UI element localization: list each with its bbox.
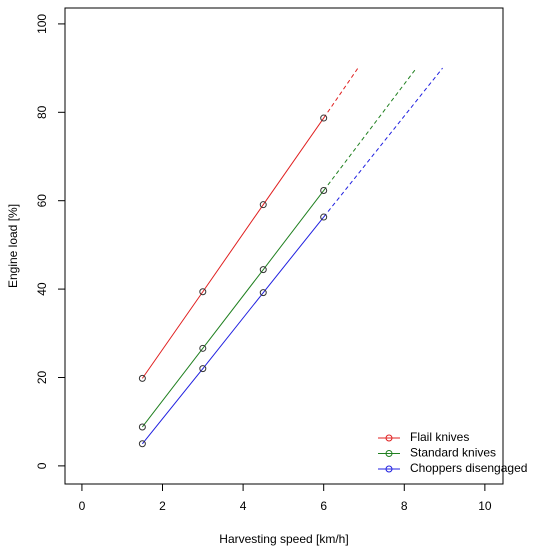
legend-marker	[385, 434, 393, 442]
data-point	[320, 114, 328, 122]
series-line	[141, 117, 325, 379]
extrapolation-line	[323, 67, 443, 218]
data-point	[259, 266, 267, 274]
extrapolation-line	[323, 67, 417, 191]
legend-label: Flail knives	[410, 430, 469, 444]
x-tick-label: 0	[79, 499, 86, 513]
data-point	[259, 289, 267, 297]
y-tick-label: 80	[35, 105, 49, 119]
y-tick-label: 60	[35, 194, 49, 208]
y-tick-label: 0	[35, 462, 49, 469]
data-point	[199, 288, 207, 296]
legend-marker	[385, 465, 393, 473]
data-point	[138, 423, 146, 431]
y-tick-label: 40	[35, 282, 49, 296]
data-point	[138, 374, 146, 382]
x-tick-label: 10	[478, 499, 492, 513]
plot-box	[64, 7, 504, 485]
series-line	[141, 216, 325, 445]
y-tick-label: 20	[35, 370, 49, 384]
data-point	[138, 440, 146, 448]
x-tick-label: 6	[320, 499, 327, 513]
data-point	[320, 187, 328, 195]
y-tick-label: 100	[35, 14, 49, 34]
legend-label: Choppers disengaged	[410, 461, 527, 475]
x-tick-label: 2	[159, 499, 166, 513]
legend-marker	[385, 450, 393, 457]
data-point	[259, 201, 267, 209]
data-point	[199, 365, 207, 373]
data-point	[320, 213, 328, 221]
extrapolation-line	[323, 67, 359, 119]
x-tick-label: 4	[240, 499, 247, 513]
data-point	[199, 344, 207, 352]
legend-label: Standard knives	[410, 446, 496, 460]
x-tick-label: 8	[401, 499, 408, 513]
series-line	[141, 190, 325, 428]
x-axis-title: Harvesting speed [km/h]	[219, 532, 348, 546]
y-axis-title: Engine load [%]	[6, 204, 20, 288]
